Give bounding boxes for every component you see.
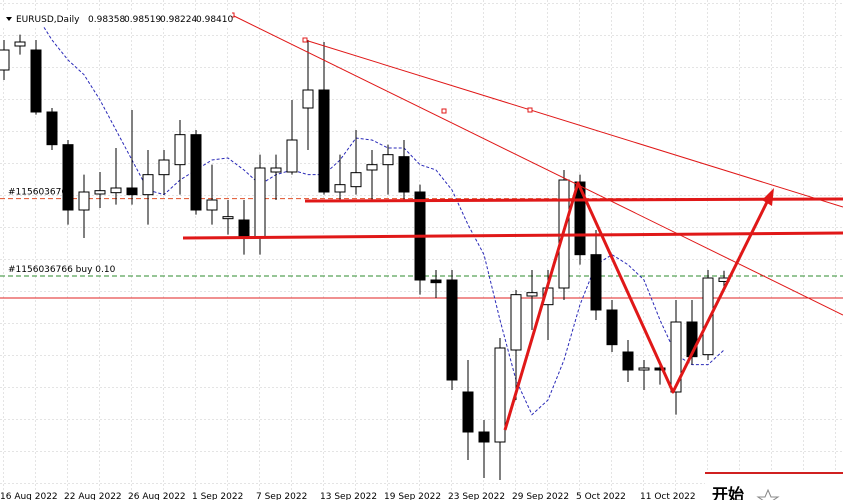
x-tick-label: 23 Sep 2022 [448,492,505,500]
anchor [441,108,447,114]
x-tick-label: 5 Oct 2022 [576,492,626,500]
candle-body [110,187,122,194]
candle-body [270,167,282,173]
candle-body [14,41,26,47]
ohlc-value: 0.98410 [196,15,233,25]
panel-bg [705,473,843,500]
candle-body [382,154,394,166]
candle-body [702,277,714,356]
symbol-title: EURUSD,Daily [16,15,80,25]
candle-body [94,190,106,195]
ohlc-value: 0.98358 [88,15,125,25]
header-bg [0,12,232,26]
candle-body [510,294,522,351]
anchor [527,107,533,113]
candle-body [302,89,314,109]
x-tick-label: 29 Sep 2022 [512,492,569,500]
x-tick-label: 26 Aug 2022 [128,492,186,500]
candle-body [254,167,266,239]
x-tick-label: 13 Sep 2022 [320,492,377,500]
candle-body [62,144,74,211]
trendline [231,14,843,316]
candle-body [126,187,138,196]
order-label: #1156036766 [8,188,73,198]
level-line [182,231,843,240]
candle-body [622,351,634,371]
candle-body [366,164,378,171]
candle-body [158,159,170,176]
ohlc-value: 0.98224 [160,15,197,25]
pattern-line [503,181,770,431]
x-tick-label: 11 Oct 2022 [640,492,696,500]
candle-body [78,191,90,211]
order-label: #1156036766 buy 0.10 [8,265,116,275]
candle-body [430,279,442,284]
x-tick-label: 1 Sep 2022 [192,492,243,500]
x-tick-label: 7 Sep 2022 [256,492,307,500]
candle-body [174,134,186,166]
candle-body [590,254,602,311]
candle-body [142,174,154,196]
plot: #1156036766 #1156036766 buy 0.10 16 Aug 20… [0,14,843,500]
header: EURUSD,Daily 0.98358 0.98519 0.98224 0.9… [0,12,233,26]
candle-body [606,309,618,346]
candle-body [446,279,458,381]
candle-body [334,184,346,193]
candle-body [190,134,202,211]
candle-body [0,49,10,71]
candle-body [494,347,506,443]
candle-body [654,367,666,371]
panel-text[interactable]: 开始 [712,485,744,500]
x-tick-label: 16 Aug 2022 [0,492,58,500]
trendline [304,39,843,208]
arrow-head [762,188,774,206]
candle-body [286,139,298,173]
x-tick-label: 19 Sep 2022 [384,492,441,500]
candle-body [238,219,250,239]
x-tick-label: 22 Aug 2022 [64,492,122,500]
candle-body [526,292,538,297]
candle-body [318,89,330,193]
candle-body [638,367,650,371]
star-icon[interactable] [756,488,780,500]
anchor [302,37,308,43]
candle-body [206,199,218,211]
bottom-panel: 开始 [705,472,843,500]
candle-body [574,181,586,256]
candle-body [30,49,42,113]
candle-body [222,216,234,220]
candle-body [398,156,410,193]
candle-body [670,321,682,393]
menu-arrow [6,17,12,21]
candle-body [46,111,58,146]
candle-body [350,172,362,188]
candle-body [462,391,474,433]
ohlc-value: 0.98519 [124,15,161,25]
candle-body [478,431,490,443]
